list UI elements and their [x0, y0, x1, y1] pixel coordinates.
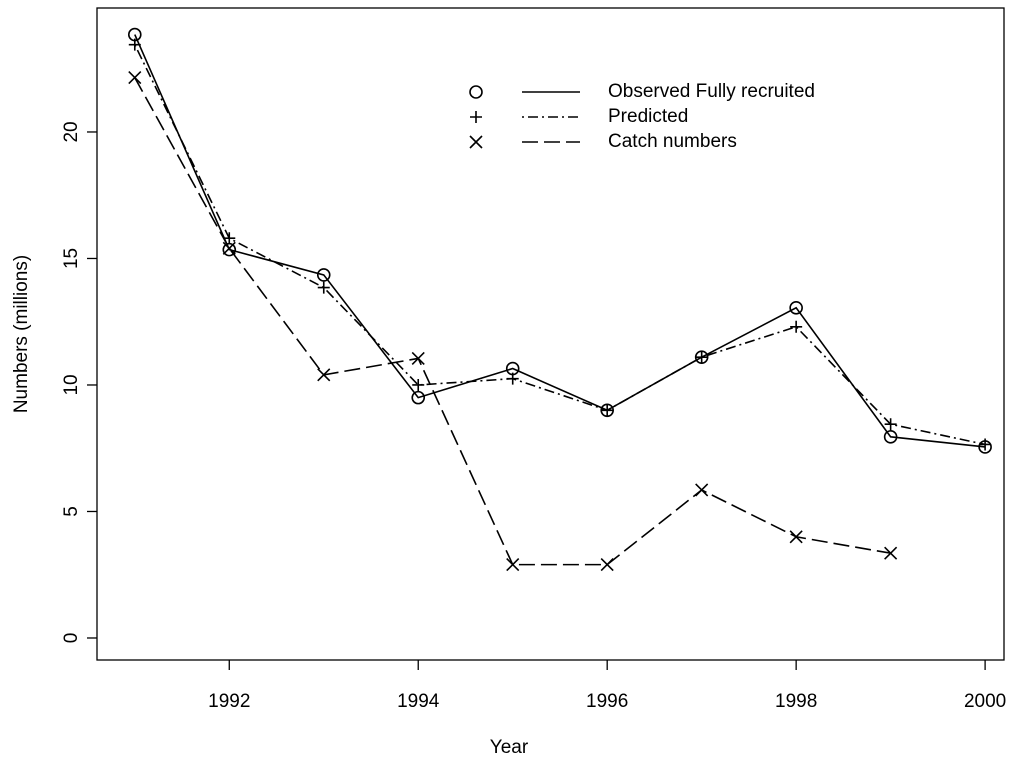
point-marker: [789, 301, 803, 315]
x-tick-label: 1992: [208, 691, 250, 712]
legend-marker: [469, 85, 483, 99]
x-tick-label: 1998: [775, 691, 817, 712]
point-marker: [695, 351, 708, 364]
y-tick-label: 20: [61, 121, 82, 142]
point-marker: [128, 71, 142, 85]
plot-frame: [96, 7, 1005, 661]
point-marker: [883, 430, 898, 444]
point-marker: [317, 368, 331, 382]
point-marker: [411, 390, 426, 405]
point-marker: [789, 530, 803, 544]
point-marker: [884, 546, 898, 560]
legend-marker: [469, 135, 483, 149]
point-marker: [979, 438, 992, 451]
point-marker: [506, 558, 520, 572]
y-axis-label: Numbers (millions): [11, 255, 32, 413]
series-line: [134, 44, 986, 446]
series-line: [134, 77, 891, 566]
y-tick-label: 15: [61, 248, 82, 269]
y-tick-label: 0: [61, 633, 82, 644]
point-marker: [412, 378, 425, 391]
point-marker: [222, 241, 236, 255]
point-marker: [223, 232, 236, 245]
legend-marker: [470, 111, 482, 123]
point-marker: [601, 404, 614, 417]
point-marker: [790, 320, 803, 333]
point-marker: [695, 483, 709, 497]
y-tick-label: 10: [61, 374, 82, 395]
point-marker: [316, 268, 331, 282]
point-marker: [506, 372, 519, 385]
series-line: [134, 34, 986, 448]
x-axis-label: Year: [490, 737, 529, 758]
x-tick-label: 1994: [397, 691, 440, 712]
point-marker: [317, 281, 330, 294]
point-marker: [884, 418, 897, 431]
point-marker: [411, 351, 425, 365]
y-tick-label: 5: [61, 506, 82, 517]
x-tick-label: 2000: [964, 691, 1006, 712]
legend-label: Catch numbers: [608, 131, 737, 152]
point-marker: [128, 38, 141, 51]
legend-label: Observed Fully recruited: [608, 81, 815, 102]
legend-label: Predicted: [608, 106, 688, 127]
point-marker: [600, 558, 614, 572]
x-tick-label: 1996: [586, 691, 628, 712]
